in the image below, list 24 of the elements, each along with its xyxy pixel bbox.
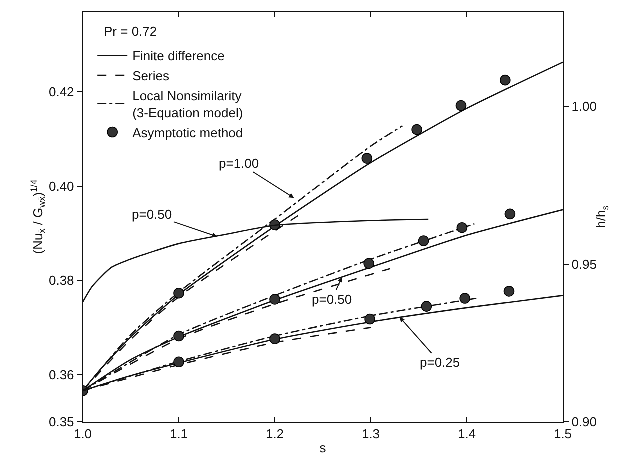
y-tick-label: 0.38 <box>48 273 74 288</box>
y-tick-label: 0.35 <box>48 414 74 430</box>
x-tick-label: 1.2 <box>266 426 284 442</box>
y2-tick-label: 1.00 <box>572 99 598 114</box>
annotation: p=0.50 <box>132 207 172 222</box>
x-tick-label: 1.4 <box>458 426 476 442</box>
annotation: Pr = 0.72 <box>104 24 158 39</box>
y-tick-label: 0.36 <box>48 367 74 382</box>
annotation: p=0.50 <box>312 292 352 307</box>
x-tick-label: 1.5 <box>554 426 572 442</box>
legend-label: Local Nonsimilarity (3-Equation model) <box>132 88 244 120</box>
x-tick-label: 1.0 <box>74 426 92 442</box>
legend-label: Asymptotic method <box>132 125 244 140</box>
annotation: p=0.25 <box>420 355 460 370</box>
x-axis-title: s <box>320 440 327 456</box>
y2-tick-label: 0.90 <box>572 414 598 430</box>
x-tick-label: 1.3 <box>362 426 380 442</box>
y2-tick-label: 0.95 <box>572 256 598 272</box>
y-tick-label: 0.40 <box>48 178 74 194</box>
x-tick-label: 1.1 <box>170 426 188 442</box>
legend-label: Finite difference <box>132 48 225 64</box>
annotation: p=1.00 <box>219 156 260 171</box>
y-tick-label: 0.42 <box>48 84 74 100</box>
legend-label: Series <box>132 68 170 84</box>
